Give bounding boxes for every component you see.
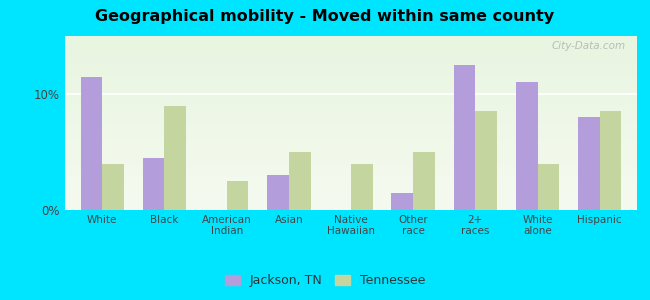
Bar bbox=[164, 106, 187, 210]
Bar bbox=[289, 152, 311, 210]
Text: City-Data.com: City-Data.com bbox=[551, 41, 625, 51]
Bar bbox=[413, 152, 435, 210]
Bar bbox=[391, 193, 413, 210]
Legend: Jackson, TN, Tennessee: Jackson, TN, Tennessee bbox=[221, 270, 429, 291]
Bar bbox=[538, 164, 559, 210]
Bar bbox=[578, 117, 600, 210]
Bar bbox=[102, 164, 124, 210]
Text: Geographical mobility - Moved within same county: Geographical mobility - Moved within sam… bbox=[96, 9, 554, 24]
Bar bbox=[600, 111, 621, 210]
Bar bbox=[454, 65, 475, 210]
Bar bbox=[81, 76, 102, 210]
Bar bbox=[351, 164, 372, 210]
Bar bbox=[227, 181, 248, 210]
Bar bbox=[515, 82, 538, 210]
Bar bbox=[475, 111, 497, 210]
Bar bbox=[267, 175, 289, 210]
Bar bbox=[143, 158, 164, 210]
